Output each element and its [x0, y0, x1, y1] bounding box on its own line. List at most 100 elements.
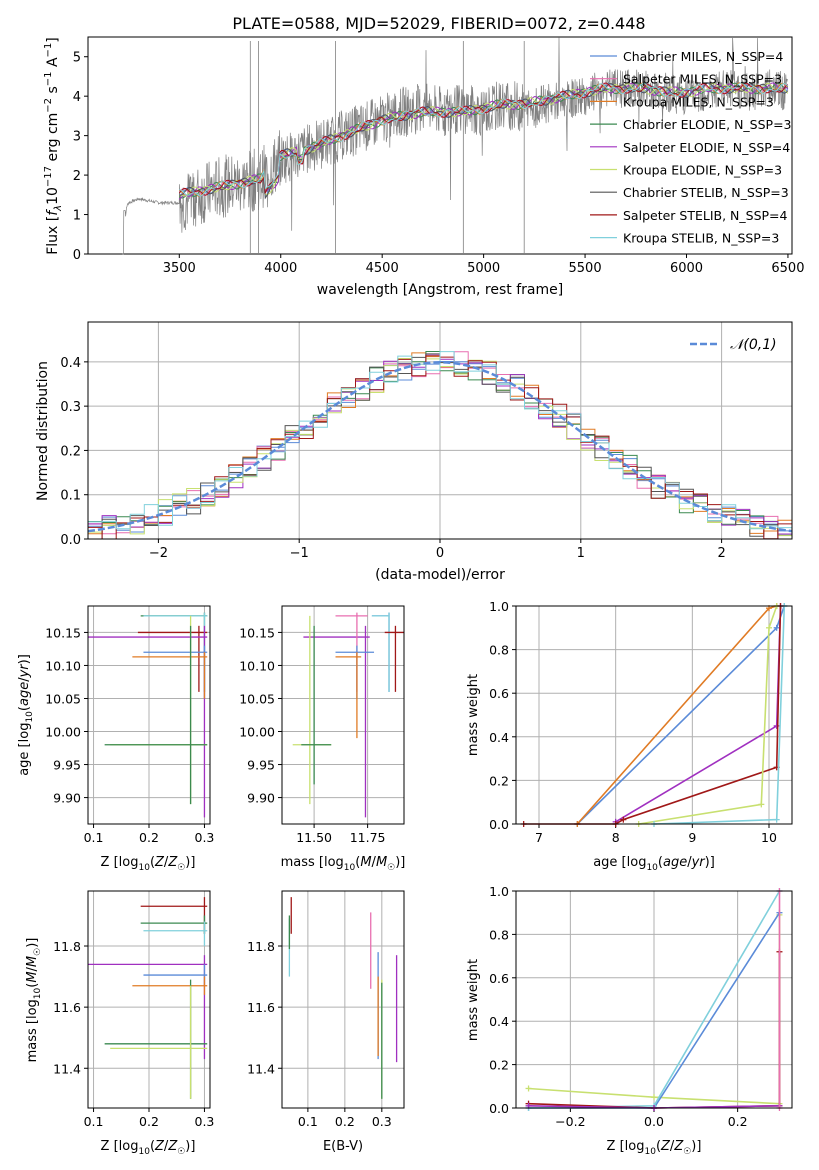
x-tick-label: −2	[149, 546, 168, 561]
x-tick-label: 11.75	[350, 830, 386, 845]
mass-age-xlabel: mass [log10(M/M☉)]	[281, 855, 406, 873]
age-weight-xlabel: age [log10(age/yr)]	[593, 855, 715, 873]
residual-ylabel: Normed distribution	[35, 361, 51, 501]
y-tick-label: 0.2	[60, 444, 81, 459]
z-mass-panel: 0.1 0.2 0.3 11.4 11.6 11.8 Z [log10(Z/Z☉)] ma…	[25, 890, 215, 1157]
mass-weight-line	[576, 605, 786, 825]
x-tick-label: 0.1	[298, 1114, 318, 1129]
y-tick-label: 11.6	[247, 1000, 275, 1015]
residual-legend: 𝒩(0,1)	[690, 337, 777, 353]
spectrum-xlabel: wavelength [Angstrom, rest frame]	[317, 282, 563, 298]
x-tick-label: 1	[577, 546, 585, 561]
x-tick-label: 0.0	[644, 1114, 664, 1129]
y-tick-label: 0.6	[489, 971, 509, 986]
z-mass-xlabel: Z [log10(Z/Z☉)]	[101, 1139, 196, 1157]
y-tick-label: 11.4	[247, 1061, 275, 1076]
mass-weight-line	[638, 605, 778, 825]
y-tick-label: 5	[73, 51, 81, 66]
y-tick-label: 9.90	[247, 791, 275, 806]
y-tick-label: 9.95	[247, 758, 275, 773]
ebv-mass-panel: 0.1 0.2 0.3 11.4 11.6 11.8 E(B-V)	[247, 890, 405, 1154]
residual-legend-label: 𝒩(0,1)	[730, 337, 777, 353]
y-tick-label: 0.3	[60, 400, 81, 415]
ebv-mass-xlabel: E(B-V)	[323, 1139, 363, 1154]
x-tick-label: 10	[761, 830, 777, 845]
z-age-xlabel: Z [log10(Z/Z☉)]	[101, 855, 196, 873]
x-tick-label: 11.50	[296, 830, 332, 845]
spectrum-panel: 3500 4000 4500 5000 5500 6000 6500 0 1 2 3 4 5 Chabr…	[43, 36, 804, 298]
y-tick-label: 11.8	[247, 939, 275, 954]
spectrum-ylabel: Flux [fλ10−17 erg cm−2 s−1 A−1]	[43, 37, 64, 255]
x-tick-label: 4000	[264, 261, 297, 276]
y-tick-label: 0.6	[489, 686, 509, 701]
y-tick-label: 0.4	[489, 1014, 509, 1029]
z-mass-ylabel: mass [log10(M/M☉)]	[25, 938, 43, 1063]
x-tick-label: 4500	[366, 261, 399, 276]
y-tick-label: 0	[73, 248, 81, 263]
x-tick-label: 0.1	[84, 1114, 104, 1129]
y-tick-label: 0.8	[489, 927, 509, 942]
z-weight-ylabel: mass weight	[466, 959, 481, 1041]
x-tick-label: 8	[612, 830, 620, 845]
y-tick-label: 9.90	[53, 791, 81, 806]
y-tick-label: 10.00	[239, 725, 275, 740]
x-tick-label: 6500	[771, 261, 804, 276]
normal-curve	[87, 361, 793, 533]
mass-weight-line	[576, 605, 777, 825]
y-tick-label: 10.15	[45, 625, 81, 640]
legend-entry: Kroupa STELIB, N_SSP=3	[623, 231, 779, 246]
y-tick-label: 0.0	[489, 817, 509, 832]
legend-entry: Kroupa ELODIE, N_SSP=3	[623, 163, 782, 178]
y-tick-label: 0.4	[60, 356, 81, 371]
model-spectrum-line	[178, 82, 789, 196]
observed-spectrum-line	[122, 36, 788, 255]
y-tick-label: 0.2	[489, 773, 509, 788]
residual-panel: −2 −1 0 1 2 0.0 0.1 0.2 0.3 0.4 (data-model)/erro…	[35, 321, 793, 583]
z-weight-xlabel: Z [log10(Z/Z☉)]	[607, 1139, 702, 1157]
mass-weight-line	[615, 605, 782, 823]
y-tick-label: 11.8	[53, 939, 81, 954]
y-tick-label: 0.0	[489, 1101, 509, 1116]
y-tick-label: 1.0	[489, 884, 509, 899]
x-tick-label: −0.2	[555, 1114, 585, 1129]
y-tick-label: 11.6	[53, 1000, 81, 1015]
residual-histogram	[88, 351, 792, 530]
x-tick-label: 5000	[467, 261, 500, 276]
y-tick-label: 9.95	[53, 758, 81, 773]
y-tick-label: 1.0	[489, 599, 509, 614]
x-tick-label: 0	[436, 546, 444, 561]
chart-title: PLATE=0588, MJD=52029, FIBERID=0072, z=0…	[232, 14, 645, 33]
residual-axes-frame	[87, 321, 793, 540]
residual-xlabel: (data-model)/error	[375, 567, 505, 583]
x-tick-label: 0.2	[139, 830, 159, 845]
x-tick-label: 0.2	[728, 1114, 748, 1129]
x-tick-label: 2	[717, 546, 725, 561]
age-weight-panel: 7 8 9 10 0.0 0.2 0.4 0.6 0.8 1.0 age [log10(age/y…	[466, 599, 793, 873]
x-tick-label: 0.3	[195, 1114, 215, 1129]
y-tick-label: 1	[73, 209, 81, 224]
x-tick-label: 3500	[163, 261, 196, 276]
legend-entry: Chabrier STELIB, N_SSP=3	[623, 185, 789, 200]
y-tick-label: 4	[73, 90, 81, 105]
y-tick-label: 10.05	[45, 691, 81, 706]
y-tick-label: 0.2	[489, 1058, 509, 1073]
x-tick-label: 0.3	[372, 1114, 392, 1129]
z-age-ylabel: age [log10(age/yr)]	[17, 654, 35, 776]
model-spectrum-line	[178, 82, 789, 200]
y-tick-label: 0.0	[60, 533, 81, 548]
legend-entry: Salpeter STELIB, N_SSP=4	[623, 208, 788, 223]
z-weight-panel: −0.2 0.0 0.2 0.0 0.2 0.4 0.6 0.8 1.0 Z [log10(Z/…	[466, 884, 793, 1157]
y-tick-label: 10.05	[239, 691, 275, 706]
y-tick-label: 11.4	[53, 1061, 81, 1076]
x-tick-label: 9	[688, 830, 696, 845]
y-tick-label: 0.4	[489, 730, 509, 745]
x-tick-label: 0.2	[335, 1114, 355, 1129]
y-tick-label: 0.1	[60, 489, 81, 504]
legend-entry: Chabrier MILES, N_SSP=4	[623, 49, 783, 64]
spectrum-axes-frame	[87, 36, 793, 255]
age-weight-ylabel: mass weight	[466, 674, 481, 756]
spectrum-legend: Chabrier MILES, N_SSP=4 Salpeter MILES, N…	[590, 49, 792, 246]
x-tick-label: 0.1	[84, 830, 104, 845]
mass-age-panel: 11.50 11.75 9.90 9.95 10.00 10.05 10.10 10.15 m…	[239, 605, 406, 873]
legend-entry: Kroupa MILES, N_SSP=3	[623, 94, 774, 109]
